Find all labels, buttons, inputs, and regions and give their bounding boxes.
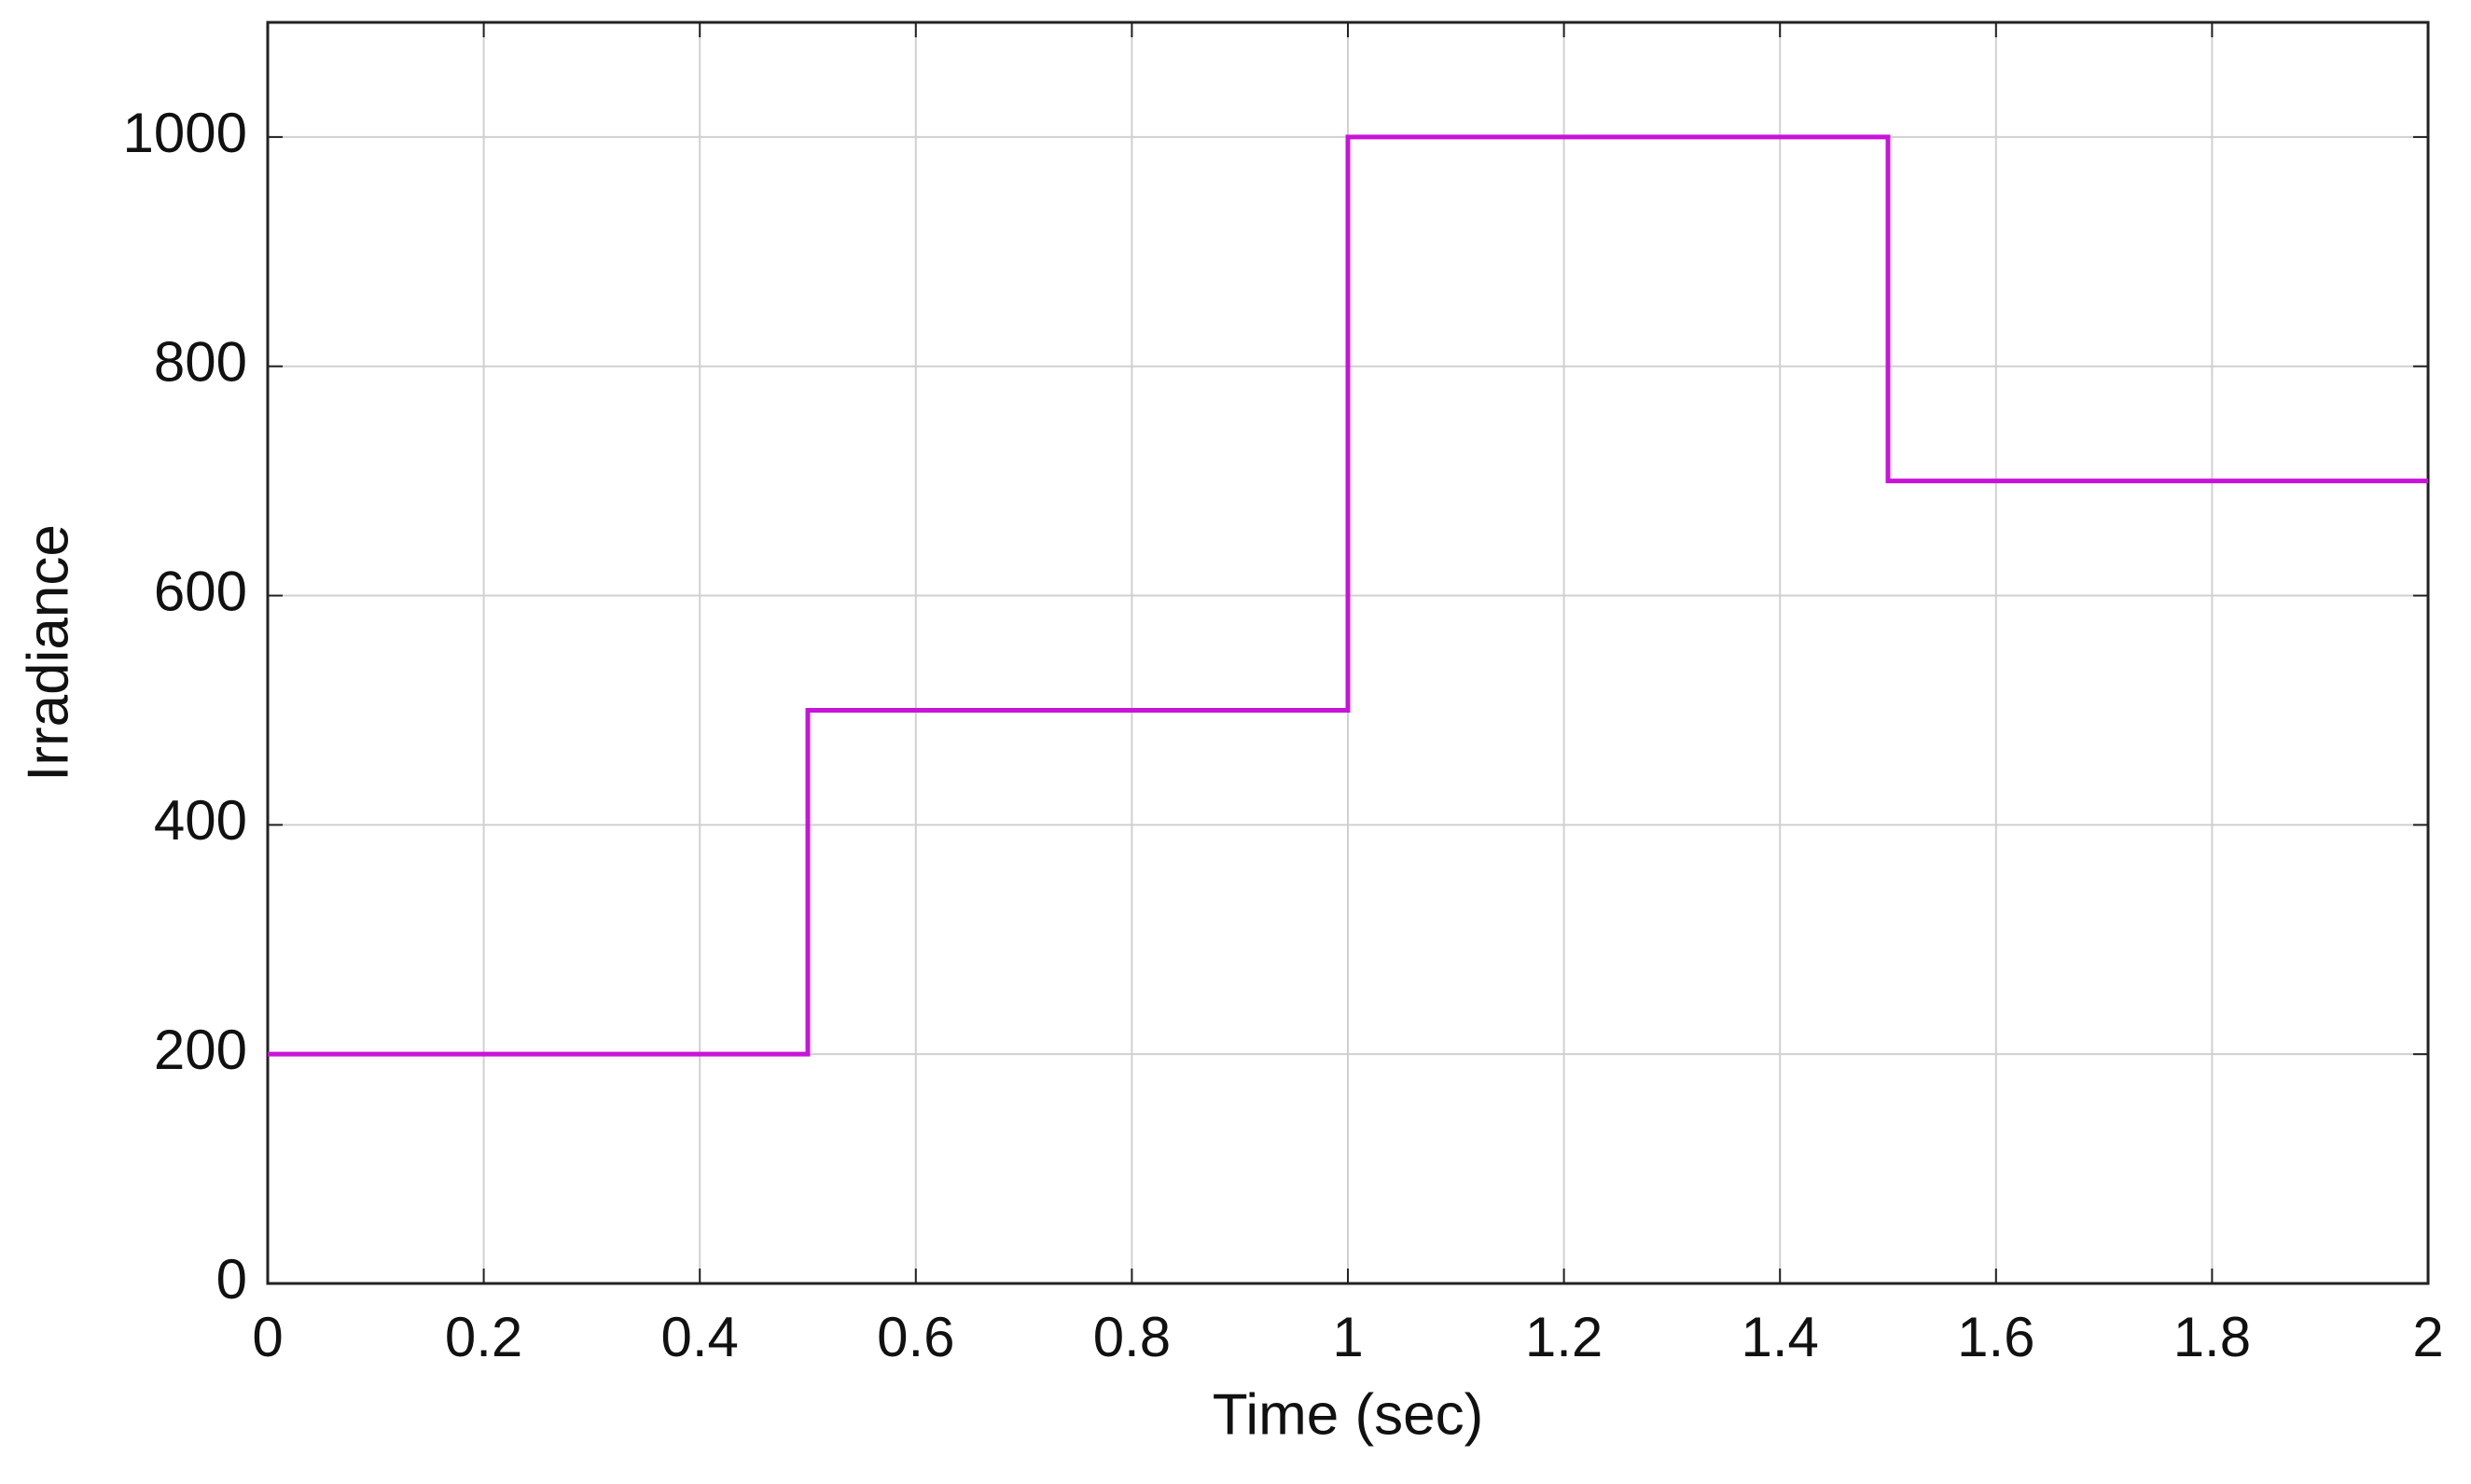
x-tick-label: 0.2 [445,1306,522,1368]
x-tick-label: 2 [2412,1306,2443,1368]
y-tick-label: 0 [216,1248,247,1311]
x-tick-label: 0.6 [877,1306,954,1368]
x-tick-label: 1.2 [1525,1306,1603,1368]
y-tick-label: 1000 [123,102,247,164]
x-tick-label: 1 [1332,1306,1363,1368]
y-tick-label: 400 [154,789,247,852]
data-line [268,134,2428,1057]
plot-frame [266,21,2430,1285]
x-tick-label: 0.4 [660,1306,738,1368]
x-tick-label: 0 [252,1306,283,1368]
x-tick-label: 0.8 [1093,1306,1171,1368]
x-tick-label: 1.8 [2173,1306,2251,1368]
y-axis-title: Irradiance [16,524,80,782]
y-tick-label: 200 [154,1019,247,1081]
x-tick-label: 1.6 [1957,1306,2034,1368]
x-axis-title: Time (sec) [1213,1382,1483,1447]
y-tick-label: 800 [154,331,247,394]
x-tick-label: 1.4 [1741,1306,1818,1368]
y-tick-label: 600 [154,560,247,622]
